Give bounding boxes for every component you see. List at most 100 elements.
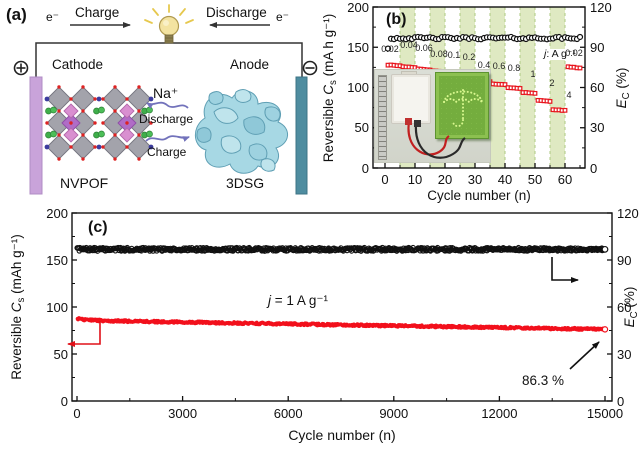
oxygen-atom bbox=[57, 85, 61, 89]
inset-photo-pouch-cell bbox=[374, 69, 491, 163]
fluorine-cluster bbox=[146, 130, 153, 138]
wires bbox=[405, 118, 466, 159]
oxygen-atom bbox=[149, 121, 153, 125]
rate-step-label: 0.08 bbox=[430, 48, 448, 59]
panel-label-b: (b) bbox=[386, 11, 407, 28]
led-panel bbox=[435, 72, 489, 139]
oxygen-atom bbox=[93, 97, 97, 101]
sodium-atom bbox=[148, 144, 154, 150]
y-right-tick-label: 60 bbox=[617, 299, 632, 315]
capacity-point bbox=[502, 82, 508, 87]
y-right-tick-label: 0 bbox=[617, 393, 625, 409]
rate-step-label: 4 bbox=[566, 89, 572, 100]
retention-arrow bbox=[569, 341, 600, 370]
oxygen-atom bbox=[45, 121, 49, 125]
graphene-network bbox=[194, 89, 288, 174]
y-right-tick-label: 120 bbox=[590, 0, 612, 15]
tetrahedron bbox=[63, 103, 79, 119]
capacity-point bbox=[517, 86, 523, 91]
y-left-tick-label: 100 bbox=[347, 80, 369, 95]
panel-c-x-axis-label: Cycle number (n) bbox=[288, 427, 396, 443]
ion-charge-arrow-icon bbox=[145, 135, 190, 142]
fluorine-cluster bbox=[50, 130, 57, 138]
led-screen bbox=[439, 76, 485, 135]
x-tick-label: 60 bbox=[557, 172, 573, 187]
oxygen-atom bbox=[81, 133, 85, 137]
cathode-collector-bar bbox=[29, 76, 43, 195]
oxygen-atom bbox=[81, 109, 85, 113]
rate-step-label: 0.02 bbox=[381, 43, 399, 54]
sodium-ion-label: Na⁺ bbox=[153, 85, 179, 101]
discharge-top-label: Discharge bbox=[206, 5, 267, 20]
panel-b-rate-chart: (b) Reversible Cs (mA h g⁻¹) EC (%) Cycl… bbox=[320, 0, 640, 205]
y-left-tick-label: 150 bbox=[46, 252, 68, 268]
oxygen-atom bbox=[101, 121, 105, 125]
x-tick-label: 0 bbox=[381, 172, 389, 187]
y-right-tick-label: 30 bbox=[590, 120, 605, 136]
black-wire bbox=[414, 123, 466, 159]
sodium-atom bbox=[96, 96, 102, 102]
panel-a-schematic: (a) e⁻ Charge Discharge e⁻ Cathode Anode… bbox=[0, 0, 320, 205]
y-left-tick-label: 150 bbox=[347, 39, 369, 55]
rate-step-label: 0.4 bbox=[477, 59, 491, 70]
black-clip bbox=[414, 120, 421, 127]
oxygen-atom bbox=[125, 145, 129, 149]
anode-material-label: 3DSG bbox=[226, 175, 265, 191]
y-right-tick-label: 90 bbox=[590, 39, 605, 55]
x-tick-label: 10 bbox=[407, 172, 423, 187]
electron-right-label: e⁻ bbox=[276, 10, 290, 24]
oxygen-atom bbox=[113, 133, 117, 137]
oxygen-atom bbox=[137, 85, 141, 89]
sodium-atom bbox=[96, 144, 102, 150]
oxygen-atom bbox=[137, 157, 141, 161]
charge-top-label: Charge bbox=[75, 5, 120, 20]
rate-step-label: 0.2 bbox=[462, 52, 476, 63]
efficiency-point bbox=[384, 45, 392, 52]
x-tick-label: 40 bbox=[497, 172, 513, 187]
panel-b-x-axis-label: Cycle number (n) bbox=[427, 188, 531, 203]
ion-discharge-arrow-icon bbox=[146, 101, 189, 109]
efficiency-point bbox=[576, 33, 584, 41]
retention-label: 86.3 % bbox=[522, 373, 565, 388]
negative-terminal-icon bbox=[302, 60, 318, 76]
x-tick-label: 12000 bbox=[481, 406, 518, 421]
oxygen-atom bbox=[69, 97, 73, 101]
efficiency-point bbox=[590, 245, 596, 252]
oxygen-atom bbox=[125, 97, 129, 101]
sodium-atom bbox=[44, 96, 50, 102]
y-left-tick-label: 200 bbox=[46, 205, 68, 221]
rate-step-label: 0.04 bbox=[400, 39, 418, 50]
panel-label-a: (a) bbox=[6, 5, 27, 24]
ion-discharge-label: Discharge bbox=[139, 112, 194, 126]
electron-left-label: e⁻ bbox=[46, 10, 60, 24]
capacity-point bbox=[532, 90, 538, 96]
oxygen-atom bbox=[81, 85, 85, 89]
y-left-tick-label: 50 bbox=[354, 120, 369, 136]
anode-collector-bar bbox=[295, 76, 308, 195]
y-right-tick-label: 90 bbox=[617, 252, 632, 268]
oxygen-atom bbox=[113, 157, 117, 161]
x-tick-label: 30 bbox=[467, 172, 483, 187]
highlight-band bbox=[520, 7, 535, 168]
tetrahedron bbox=[119, 103, 135, 119]
oxygen-atom bbox=[57, 109, 61, 113]
rate-step-label: 0.06 bbox=[415, 42, 433, 53]
y-left-tick-label: 100 bbox=[46, 299, 68, 315]
rate-step-label: 0.6 bbox=[492, 60, 506, 71]
rate-step-label: 0.1 bbox=[447, 50, 461, 60]
rate-step-label: 1 bbox=[530, 69, 536, 80]
oxygen-atom bbox=[101, 145, 105, 149]
tetrahedron bbox=[63, 127, 79, 143]
y-left-tick-label: 50 bbox=[53, 346, 68, 362]
capacity-last-point bbox=[601, 326, 609, 333]
positive-terminal-icon bbox=[13, 60, 29, 76]
ion-charge-label: Charge bbox=[147, 145, 187, 159]
capacity-point bbox=[547, 99, 553, 104]
tetrahedron bbox=[119, 127, 135, 143]
oxygen-atom bbox=[113, 109, 117, 113]
panel-c-y-left-axis-label: Reversible Cs (mAh g⁻¹) bbox=[9, 234, 27, 380]
rate-step-label: 0.8 bbox=[507, 62, 521, 73]
oxygen-atom bbox=[137, 109, 141, 113]
oxygen-atom bbox=[69, 121, 73, 125]
